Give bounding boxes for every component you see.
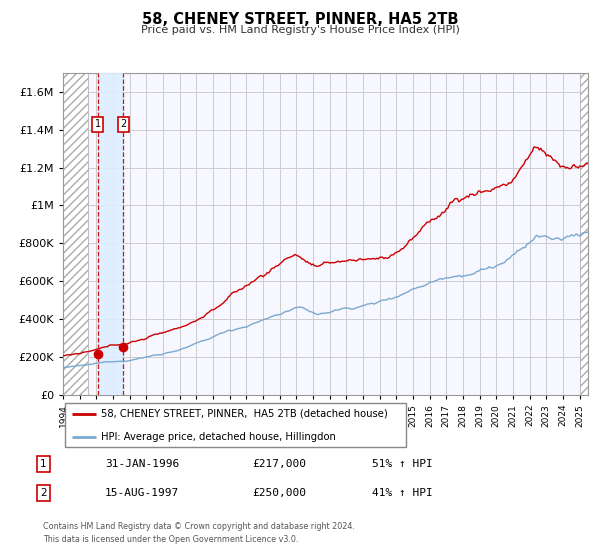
Text: 58, CHENEY STREET, PINNER,  HA5 2TB (detached house): 58, CHENEY STREET, PINNER, HA5 2TB (deta… xyxy=(101,409,388,418)
Text: 1: 1 xyxy=(40,459,47,469)
FancyBboxPatch shape xyxy=(65,403,406,447)
Bar xyxy=(98,73,124,395)
Text: 58, CHENEY STREET, PINNER, HA5 2TB: 58, CHENEY STREET, PINNER, HA5 2TB xyxy=(142,12,458,27)
Text: 31-JAN-1996: 31-JAN-1996 xyxy=(105,459,179,469)
Text: 41% ↑ HPI: 41% ↑ HPI xyxy=(372,488,433,498)
Text: Price paid vs. HM Land Registry's House Price Index (HPI): Price paid vs. HM Land Registry's House … xyxy=(140,25,460,35)
Text: 1: 1 xyxy=(95,119,101,129)
Text: £217,000: £217,000 xyxy=(252,459,306,469)
Text: HPI: Average price, detached house, Hillingdon: HPI: Average price, detached house, Hill… xyxy=(101,432,336,441)
Text: £250,000: £250,000 xyxy=(252,488,306,498)
Text: 15-AUG-1997: 15-AUG-1997 xyxy=(105,488,179,498)
Text: 2: 2 xyxy=(120,119,127,129)
Text: Contains HM Land Registry data © Crown copyright and database right 2024.
This d: Contains HM Land Registry data © Crown c… xyxy=(43,522,355,544)
Text: 2: 2 xyxy=(40,488,47,498)
Text: 51% ↑ HPI: 51% ↑ HPI xyxy=(372,459,433,469)
